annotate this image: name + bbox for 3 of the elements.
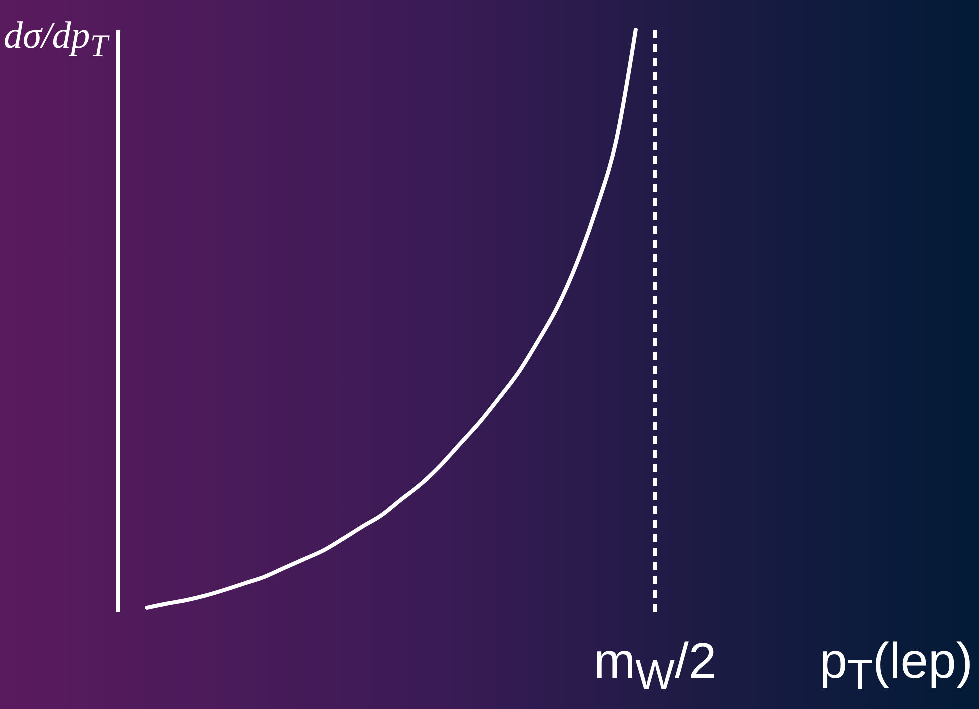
- text: m$_{W}$/2: [594, 632, 717, 699]
- x-axis-title: p$_{T}$(lep): [820, 632, 973, 699]
- y-axis-title: dσ/dp$_{T}$: [4, 14, 108, 66]
